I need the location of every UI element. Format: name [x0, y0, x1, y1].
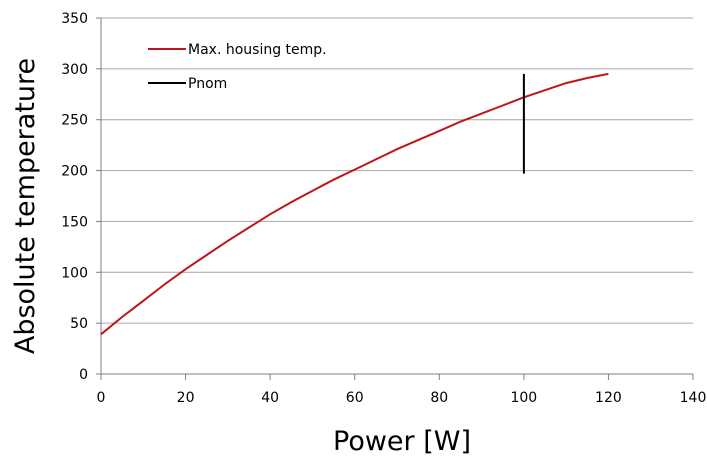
x-tick-label: 140	[680, 390, 707, 406]
gridlines	[101, 17, 693, 324]
x-tick-label: 20	[177, 390, 195, 406]
y-tick-label: 250	[61, 113, 88, 129]
y-tick-label: 100	[61, 265, 88, 281]
legend: Max. housing temp. Pnom	[148, 42, 327, 92]
axes	[96, 17, 694, 380]
x-tick-label: 0	[97, 390, 106, 406]
y-tick-label: 200	[61, 164, 88, 180]
y-tick-label: 150	[61, 214, 88, 230]
y-tick-label: 350	[61, 11, 88, 27]
y-tick-label: 300	[61, 62, 88, 78]
x-tick-label: 80	[430, 390, 448, 406]
legend-label-pnom: Pnom	[188, 76, 227, 92]
series-lines	[100, 72, 609, 336]
x-axis-title: Power [W]	[333, 426, 471, 457]
x-tick-label: 100	[510, 390, 537, 406]
legend-label-max-housing-temp: Max. housing temp.	[188, 42, 327, 58]
series-line-max-housing-temp	[100, 72, 609, 336]
y-tick-label: 0	[79, 367, 88, 383]
x-tick-labels: 0 20 40 60 80 100 120 140	[97, 390, 707, 406]
x-tick-label: 60	[346, 390, 364, 406]
y-axis-title: Absolute temperature	[10, 58, 41, 354]
x-tick-label: 40	[261, 390, 279, 406]
y-tick-labels: 0 50 100 150 200 250 300 350	[61, 11, 88, 383]
x-tick-label: 120	[595, 390, 622, 406]
y-tick-label: 50	[70, 316, 88, 332]
